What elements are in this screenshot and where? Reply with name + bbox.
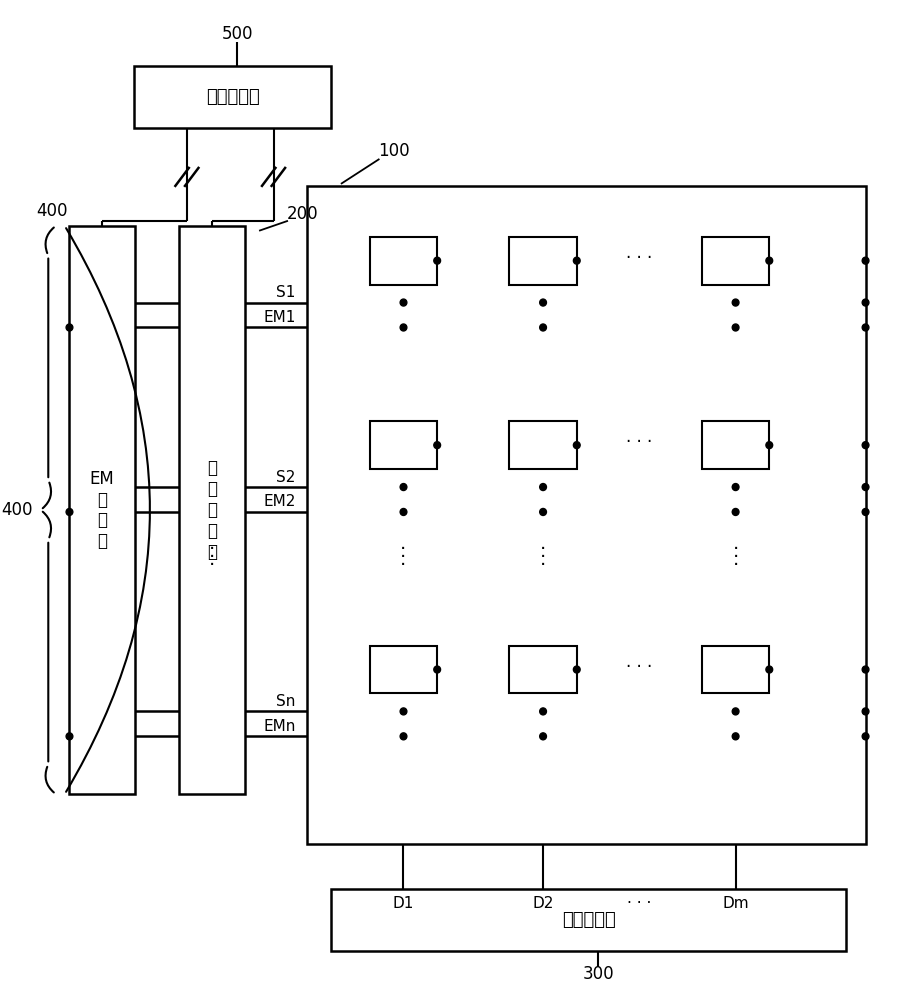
Text: ·: · [209, 540, 215, 559]
Bar [307, 186, 866, 844]
Text: S1: S1 [276, 285, 295, 300]
Text: EM1: EM1 [263, 310, 295, 325]
Circle shape [400, 733, 407, 740]
Text: · · ·: · · · [626, 249, 653, 267]
Circle shape [400, 708, 407, 715]
Circle shape [540, 508, 547, 515]
Circle shape [862, 442, 869, 449]
Text: 500: 500 [222, 25, 253, 43]
Text: ·: · [209, 556, 215, 575]
Bar [509, 421, 577, 469]
Circle shape [66, 508, 72, 515]
Text: ·: · [401, 556, 406, 575]
Bar [509, 237, 577, 285]
Text: 300: 300 [582, 965, 614, 983]
Text: 100: 100 [378, 142, 410, 160]
Text: ·: · [540, 548, 547, 567]
Text: ·: · [540, 540, 547, 559]
Circle shape [862, 733, 869, 740]
Circle shape [766, 257, 773, 264]
Text: 400: 400 [2, 501, 33, 519]
Circle shape [434, 442, 440, 449]
Bar [179, 226, 245, 794]
Circle shape [573, 442, 580, 449]
Circle shape [540, 733, 547, 740]
Circle shape [862, 257, 869, 264]
Circle shape [862, 484, 869, 491]
Circle shape [733, 708, 739, 715]
Bar [702, 646, 769, 693]
Text: ·: · [733, 548, 739, 567]
Circle shape [434, 257, 440, 264]
Bar [370, 421, 437, 469]
Circle shape [540, 708, 547, 715]
Circle shape [400, 299, 407, 306]
Text: ·: · [540, 556, 547, 575]
Text: Dm: Dm [723, 896, 749, 911]
Circle shape [400, 484, 407, 491]
Circle shape [862, 666, 869, 673]
Text: D2: D2 [533, 896, 554, 911]
Bar [509, 646, 577, 693]
Text: 400: 400 [37, 202, 68, 220]
Bar [134, 66, 331, 128]
Circle shape [862, 299, 869, 306]
Circle shape [862, 708, 869, 715]
Text: D1: D1 [392, 896, 414, 911]
Text: EM
控
制
器: EM 控 制 器 [90, 470, 115, 550]
Bar [331, 889, 846, 951]
Text: ·: · [209, 548, 215, 567]
Text: 扫
描
驱
动
器: 扫 描 驱 动 器 [207, 459, 217, 561]
Circle shape [733, 733, 739, 740]
Circle shape [66, 324, 72, 331]
Circle shape [766, 442, 773, 449]
Text: · · ·: · · · [626, 658, 653, 676]
Text: · · ·: · · · [626, 433, 653, 451]
Text: EM2: EM2 [263, 494, 295, 509]
Text: 数据驱动器: 数据驱动器 [562, 911, 615, 929]
Circle shape [862, 508, 869, 515]
Circle shape [434, 666, 440, 673]
Circle shape [400, 508, 407, 515]
Text: 时序控制器: 时序控制器 [205, 88, 260, 106]
Circle shape [540, 324, 547, 331]
Bar [702, 237, 769, 285]
Bar [702, 421, 769, 469]
Text: ·: · [401, 540, 406, 559]
Text: 200: 200 [287, 205, 318, 223]
Circle shape [733, 299, 739, 306]
Text: EMn: EMn [263, 719, 295, 734]
Circle shape [540, 299, 547, 306]
Circle shape [573, 257, 580, 264]
Circle shape [733, 324, 739, 331]
Bar [370, 237, 437, 285]
Circle shape [540, 484, 547, 491]
Text: · · ·: · · · [627, 896, 651, 911]
Text: Sn: Sn [276, 694, 295, 709]
Circle shape [66, 733, 72, 740]
Text: ·: · [733, 540, 739, 559]
Circle shape [733, 484, 739, 491]
Bar [370, 646, 437, 693]
Circle shape [573, 666, 580, 673]
Text: S2: S2 [276, 470, 295, 485]
Circle shape [733, 508, 739, 515]
Circle shape [766, 666, 773, 673]
Circle shape [862, 324, 869, 331]
Text: ·: · [401, 548, 406, 567]
Bar [70, 226, 135, 794]
Text: ·: · [733, 556, 739, 575]
Circle shape [400, 324, 407, 331]
